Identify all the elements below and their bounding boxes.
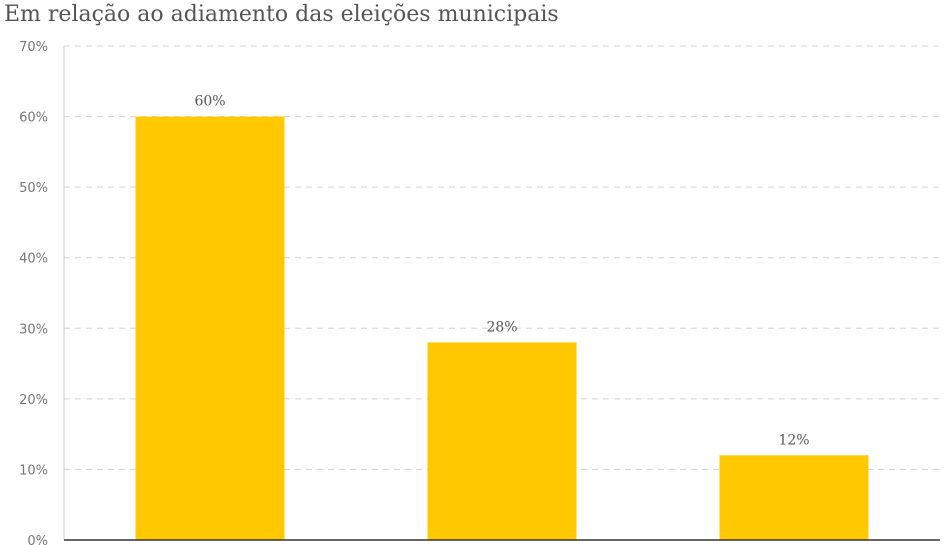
- bar-2: [719, 455, 869, 540]
- value-label-1: 28%: [486, 319, 517, 335]
- bar-0: [135, 116, 285, 541]
- value-label-2: 12%: [778, 432, 809, 448]
- y-tick-label-50: 50%: [19, 181, 48, 196]
- value-label-0: 60%: [194, 94, 225, 110]
- bar-1: [427, 342, 577, 540]
- y-tick-label-30: 30%: [19, 322, 48, 337]
- bars: [135, 116, 869, 541]
- labels: 0% 10% 20% 30% 40% 50% 60% 70% 60% 28% 12%: [19, 40, 809, 545]
- y-tick-label-40: 40%: [19, 252, 48, 267]
- axes: [63, 46, 940, 541]
- y-tick-label-70: 70%: [19, 40, 48, 55]
- y-tick-label-20: 20%: [19, 393, 48, 408]
- y-tick-label-60: 60%: [19, 111, 48, 126]
- y-tick-label-0: 0%: [27, 534, 48, 545]
- chart-title: Em relação ao adiamento das eleições mun…: [4, 2, 559, 27]
- y-tick-label-10: 10%: [19, 463, 48, 478]
